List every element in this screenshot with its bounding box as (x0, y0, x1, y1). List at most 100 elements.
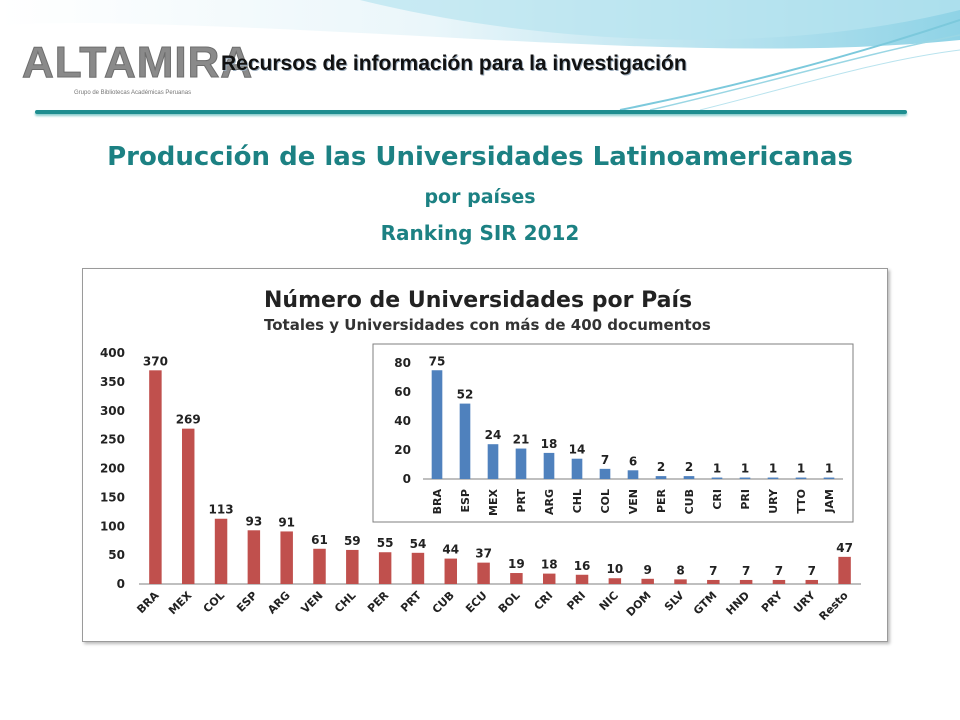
inset-bar (599, 468, 611, 479)
main-bar (411, 552, 425, 584)
main-data-label: 18 (541, 558, 558, 572)
main-data-label: 93 (246, 514, 263, 528)
main-bar (214, 518, 228, 584)
header-divider (35, 110, 907, 114)
main-category-label: DOM (624, 589, 654, 619)
inset-data-label: 1 (797, 462, 805, 476)
main-y-tick-label: 100 (100, 519, 125, 533)
inset-y-tick-label: 20 (394, 443, 411, 457)
slide-ranking-label: Ranking SIR 2012 (380, 221, 580, 245)
inset-y-tick-label: 80 (394, 356, 411, 370)
main-bar (444, 558, 458, 584)
main-category-label: BRA (134, 589, 161, 616)
main-category-label: HND (724, 589, 753, 618)
main-bar (575, 574, 589, 584)
main-data-label: 61 (311, 533, 328, 547)
inset-category-label: CHL (571, 489, 584, 513)
main-bar (346, 549, 359, 584)
main-category-label: CHL (332, 589, 358, 615)
main-category-label: ARG (265, 589, 293, 617)
main-data-label: 47 (836, 541, 853, 555)
main-bar (313, 548, 326, 584)
inset-bar (655, 476, 667, 479)
inset-y-tick-label: 40 (394, 414, 411, 428)
inset-bar (767, 477, 779, 479)
main-data-label: 370 (143, 354, 168, 368)
header-decoration (0, 0, 960, 111)
inset-data-label: 75 (429, 354, 446, 368)
chart-title: Número de Universidades por País (264, 288, 692, 313)
inset-bar (627, 470, 639, 479)
main-category-label: PRY (759, 588, 786, 615)
main-bar (641, 578, 654, 584)
altamira-logo: ALTAMIRA Grupo de Bibliotecas Académicas… (21, 38, 252, 104)
main-y-tick-label: 200 (100, 462, 125, 476)
main-category-label: URY (791, 588, 818, 615)
inset-category-label: PRT (515, 489, 528, 513)
main-data-label: 7 (775, 564, 783, 578)
inset-category-label: BRA (431, 489, 444, 515)
chart-frame: Número de Universidades por País Totales… (82, 268, 888, 642)
inset-bar (515, 448, 527, 479)
inset-data-label: 14 (569, 443, 586, 457)
inset-bar (459, 403, 471, 479)
main-bar (247, 530, 261, 584)
inset-data-label: 1 (825, 462, 833, 476)
inset-data-label: 2 (657, 460, 665, 474)
main-y-tick-label: 400 (100, 346, 125, 360)
main-data-label: 54 (410, 537, 427, 551)
inset-category-label: VEN (627, 489, 640, 514)
main-y-tick-label: 150 (100, 490, 125, 504)
main-bar (707, 579, 720, 584)
main-category-label: COL (201, 589, 227, 615)
main-bar (772, 579, 786, 584)
main-data-label: 7 (709, 564, 717, 578)
inset-category-label: CRI (711, 489, 724, 510)
slide-subtitle: por países (424, 186, 536, 208)
main-y-tick-label: 250 (100, 433, 125, 447)
main-y-tick-label: 50 (108, 548, 125, 562)
main-bar (739, 579, 753, 584)
inset-y-tick-label: 60 (394, 385, 411, 399)
main-category-label: Resto (817, 589, 851, 623)
main-bar (674, 579, 687, 584)
inset-category-label: PRI (739, 489, 752, 510)
logo-text: ALTAMIRA (21, 38, 254, 88)
main-y-tick-label: 350 (100, 375, 125, 389)
inset-data-label: 1 (713, 462, 721, 476)
main-bar (149, 370, 162, 584)
main-data-label: 7 (808, 564, 816, 578)
main-bar (477, 562, 490, 584)
main-category-label: PER (365, 589, 392, 616)
inset-bar (683, 476, 695, 479)
inset-category-label: COL (599, 489, 612, 513)
inset-data-label: 7 (601, 453, 609, 467)
inset-bar (711, 477, 723, 479)
inset-data-label: 21 (513, 433, 530, 447)
main-data-label: 269 (176, 413, 201, 427)
main-category-label: CUB (430, 589, 457, 616)
inset-data-label: 1 (741, 462, 749, 476)
inset-bar (431, 370, 443, 479)
inset-data-label: 52 (457, 388, 474, 402)
inset-data-label: 1 (769, 462, 777, 476)
inset-data-label: 6 (629, 454, 637, 468)
main-category-label: CRI (532, 589, 556, 613)
main-category-label: PRI (564, 589, 588, 613)
inset-category-label: CUB (683, 489, 696, 514)
main-category-label: GTM (691, 589, 719, 617)
inset-data-label: 18 (541, 437, 558, 451)
inset-data-label: 2 (685, 460, 693, 474)
main-data-label: 10 (607, 562, 624, 576)
main-bar (378, 552, 392, 584)
inset-bar (739, 477, 751, 479)
inset-category-label: JAM (823, 489, 836, 514)
inset-category-label: ARG (543, 489, 556, 515)
main-category-label: NIC (597, 589, 621, 613)
main-y-tick-label: 300 (100, 404, 125, 418)
main-data-label: 37 (475, 547, 492, 561)
main-bar (280, 531, 293, 584)
inset-data-label: 24 (485, 428, 502, 442)
inset-category-label: ESP (459, 489, 472, 513)
main-category-label: MEX (166, 589, 195, 618)
